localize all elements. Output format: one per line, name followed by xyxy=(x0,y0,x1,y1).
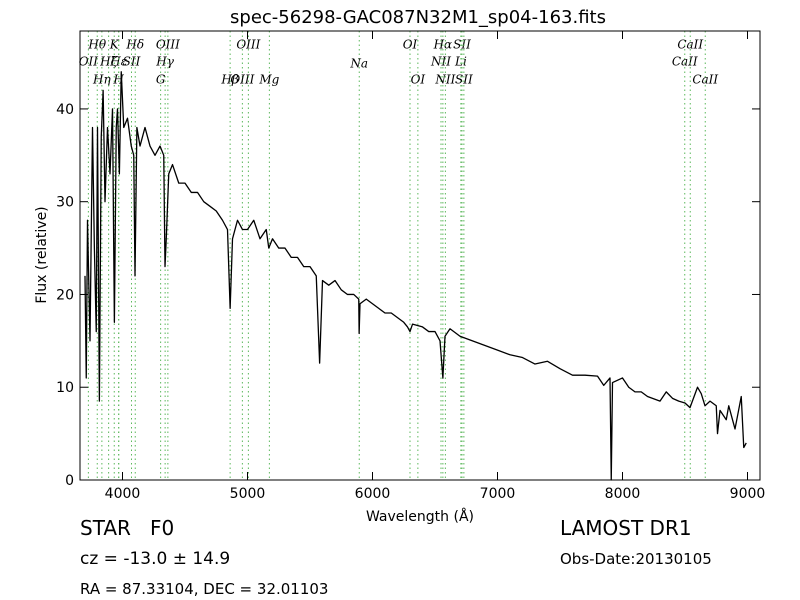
spectral-line-label: Li xyxy=(454,55,467,69)
x-tick-label: 7000 xyxy=(480,486,516,502)
y-tick-label: 40 xyxy=(56,102,74,118)
spectral-line-label: OI xyxy=(403,38,418,52)
spectral-line-label: CaII xyxy=(677,38,703,52)
spectral-line-label: H xyxy=(112,73,124,87)
spectral-line-label: K xyxy=(109,38,120,52)
x-axis-label: Wavelength (Å) xyxy=(366,508,474,525)
y-tick-label: 20 xyxy=(56,287,74,303)
spectral-line-label: G xyxy=(156,73,166,87)
spectral-line-label: OIII xyxy=(156,38,180,52)
spectral-line-label: Hε xyxy=(109,55,127,69)
spectral-line-label: Mg xyxy=(258,73,279,87)
y-axis-label: Flux (relative) xyxy=(34,206,50,303)
object-class: STAR F0 xyxy=(80,516,174,540)
spectral-line-label: SII xyxy=(123,55,141,69)
obs-date: Obs-Date:20130105 xyxy=(560,550,712,568)
spectral-line-label: CaII xyxy=(692,73,718,87)
spectral-line-label: Hα xyxy=(433,38,453,52)
x-tick-label: 4000 xyxy=(105,486,141,502)
redshift: cz = -13.0 ± 14.9 xyxy=(80,549,230,569)
spectral-line-label: SII xyxy=(453,38,471,52)
x-tick-label: 6000 xyxy=(355,486,391,502)
spectral-line-label: NII xyxy=(430,55,451,69)
spectrum-line xyxy=(84,71,747,481)
x-tick-label: 8000 xyxy=(605,486,641,502)
spectral-line-label: CaII xyxy=(672,55,698,69)
spectral-line-label: Hγ xyxy=(155,55,174,69)
x-tick-label: 5000 xyxy=(230,486,266,502)
y-tick-label: 0 xyxy=(65,473,74,489)
y-tick-label: 30 xyxy=(56,195,74,211)
coordinates: RA = 87.33104, DEC = 32.01103 xyxy=(80,580,328,598)
y-tick-label: 10 xyxy=(56,380,74,396)
spectral-line-label: Hθ xyxy=(87,38,106,52)
spectral-line-label: Hη xyxy=(92,73,111,87)
spectral-line-label: OI xyxy=(411,73,426,87)
x-tick-label: 9000 xyxy=(730,486,766,502)
spectral-line-label: Hβ xyxy=(220,73,238,87)
chart-title: spec-56298-GAC087N32M1_sp04-163.fits xyxy=(230,7,606,28)
spectral-line-label: NII xyxy=(434,73,455,87)
survey: LAMOST DR1 xyxy=(560,516,692,540)
spectral-line-label: Na xyxy=(349,57,368,71)
spectral-line-label: OIII xyxy=(230,73,254,87)
spectral-line-label: SII xyxy=(455,73,473,87)
spectral-line-label: Hζ xyxy=(99,55,118,69)
spectral-line-label: Hδ xyxy=(125,38,144,52)
plot-frame xyxy=(79,30,761,481)
spectral-line-label: OII xyxy=(79,55,99,69)
spectral-line-label: OIII xyxy=(236,38,260,52)
